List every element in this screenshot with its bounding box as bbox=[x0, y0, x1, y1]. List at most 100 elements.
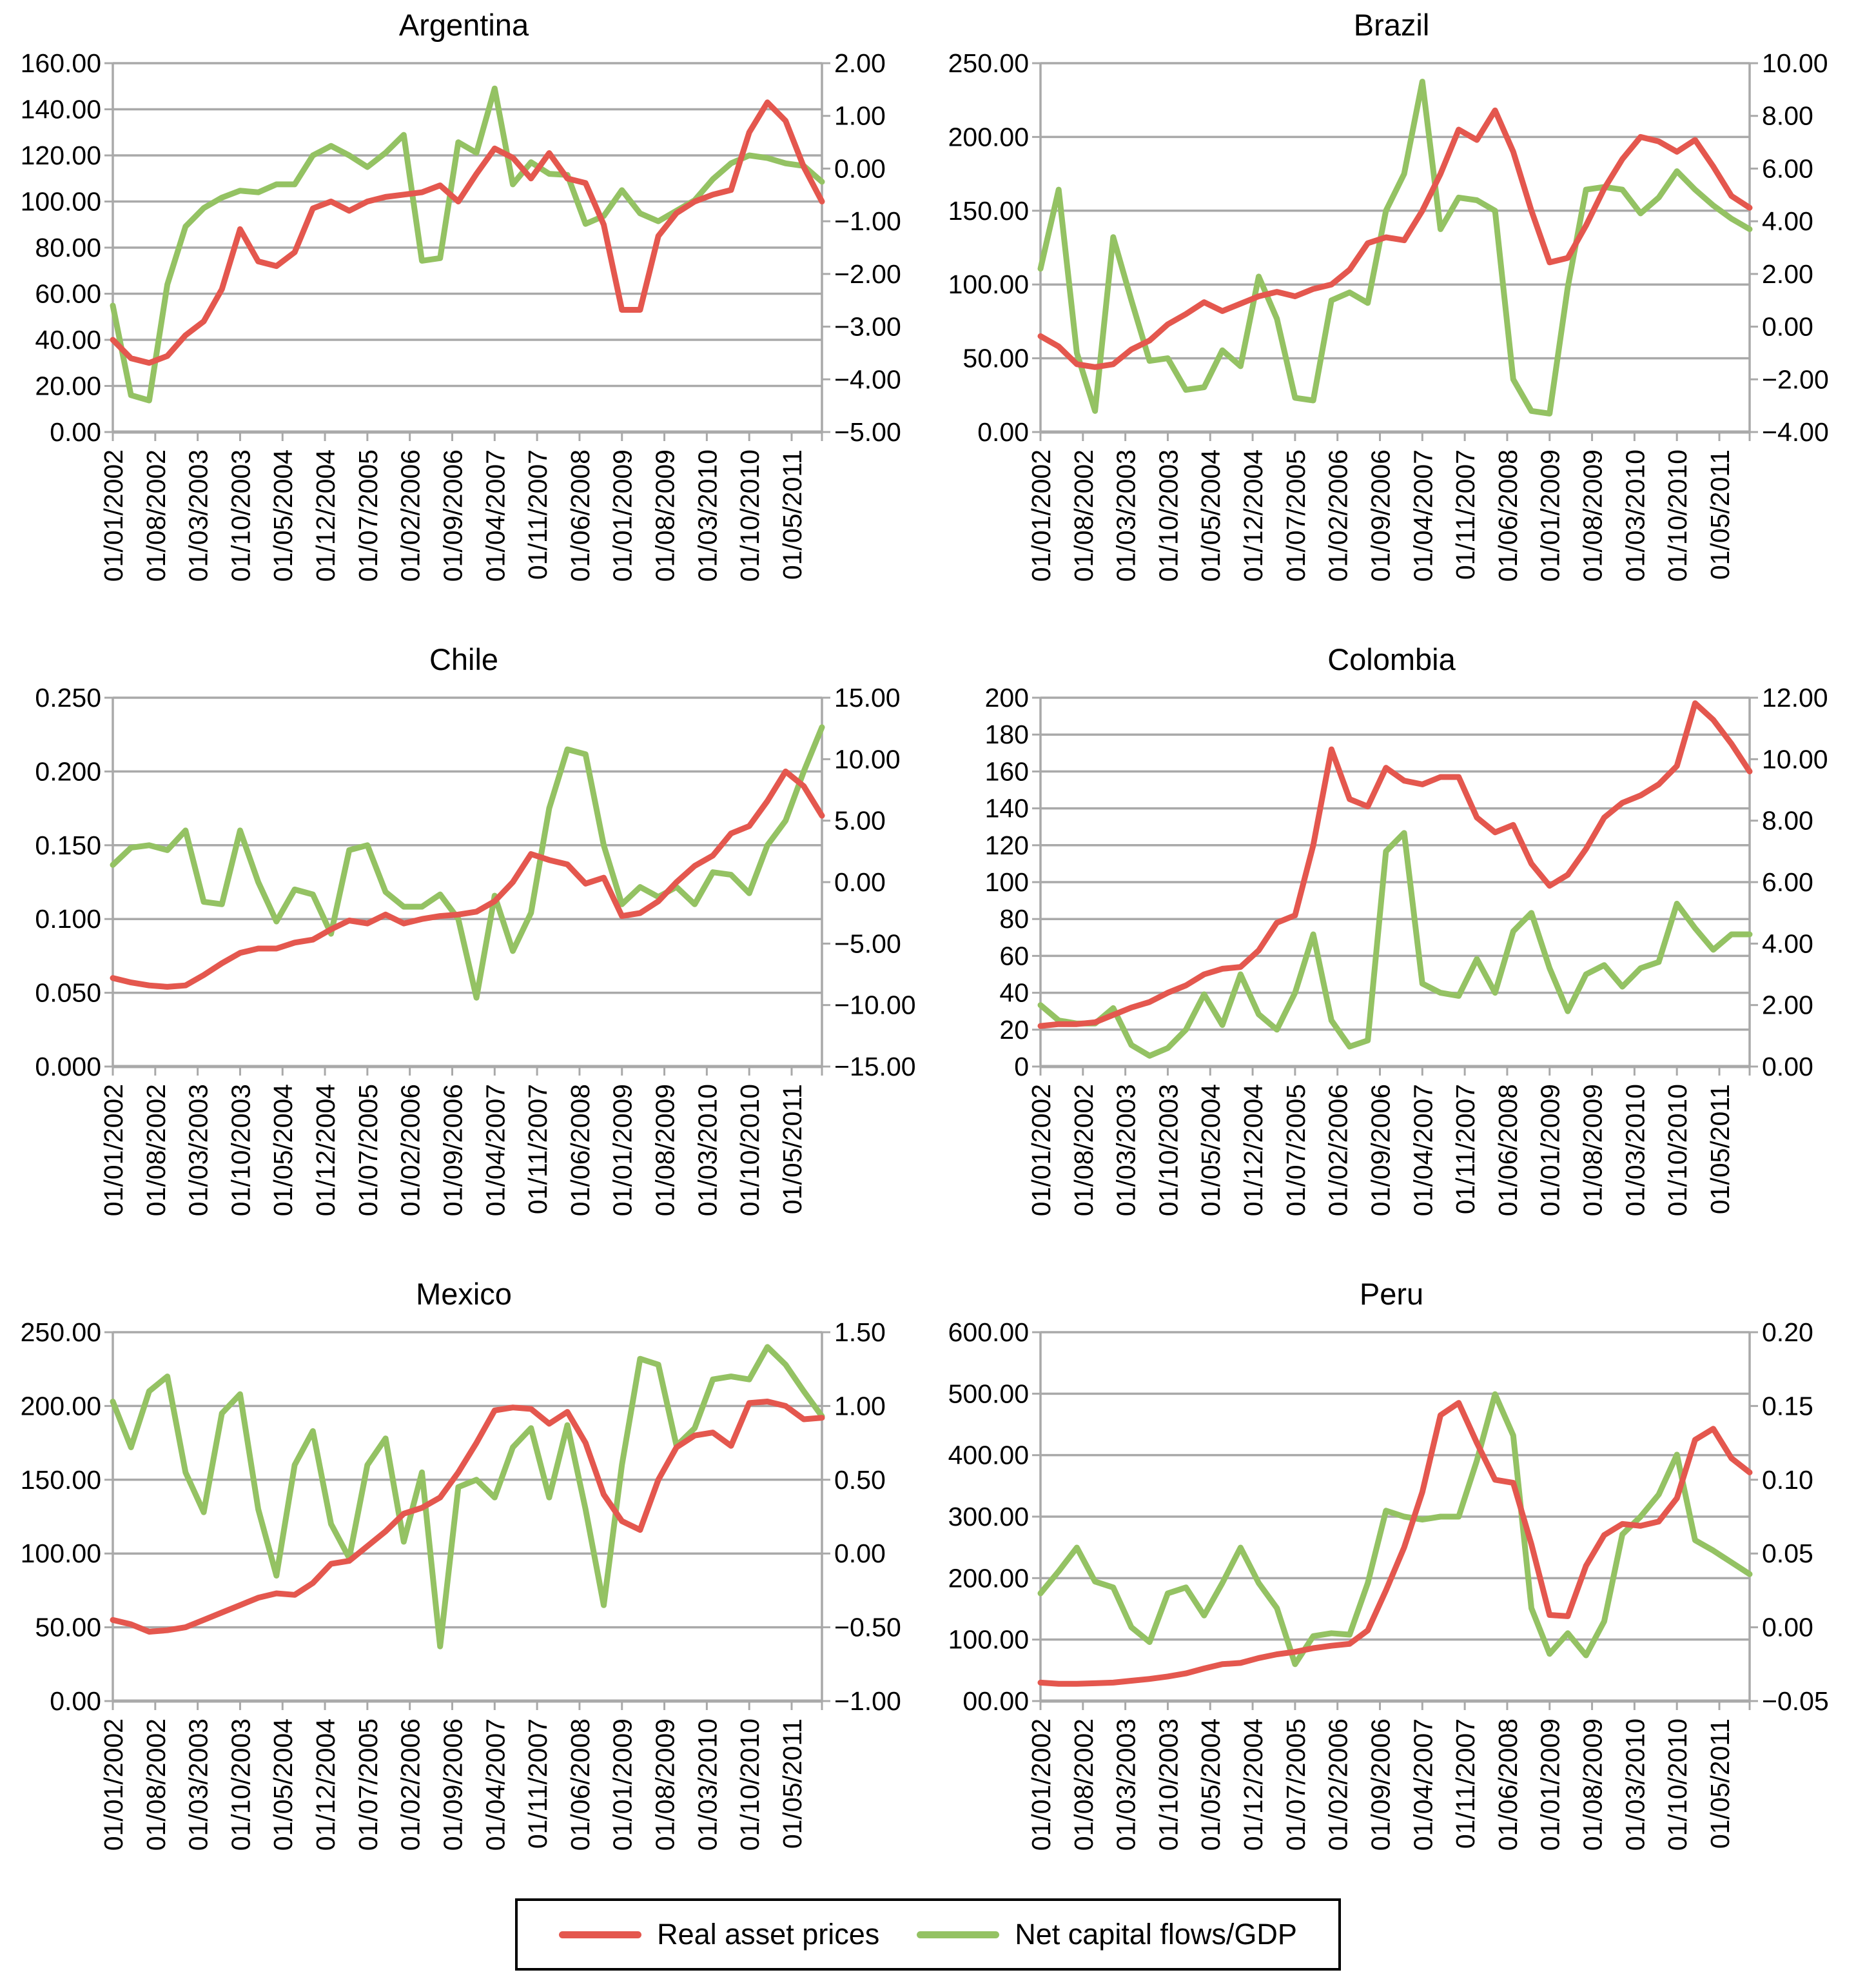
real-asset-prices-line bbox=[110, 768, 825, 990]
x-axis-tick-label: 01/09/2006 bbox=[1365, 449, 1395, 582]
right-axis-tick-label: 0.20 bbox=[1762, 1317, 1813, 1347]
chart-title-colombia: Colombia bbox=[1327, 642, 1456, 676]
net-capital-flows-gdp-line bbox=[1037, 79, 1752, 417]
x-axis-tick-label: 01/03/2010 bbox=[1620, 1718, 1650, 1851]
real-asset-prices-line bbox=[110, 99, 825, 366]
left-axis-tick-label: 100.00 bbox=[948, 1625, 1028, 1655]
chart-canvas-chile: 0.250 0.200 0.150 0.100 0.050 0.000 15.00 10.00… bbox=[35, 683, 915, 1216]
x-axis-tick-label: 01/12/2004 bbox=[311, 1084, 340, 1216]
legend-item-real-asset-prices: Real asset prices bbox=[559, 1918, 879, 1951]
chart-panel-brazil: Brazil 250.00 200.00 150.00 100.00 50.00 0.00… bbox=[928, 5, 1855, 613]
left-axis-tick-label: 600.00 bbox=[948, 1317, 1028, 1347]
chart-title-chile: Chile bbox=[429, 642, 499, 676]
x-axis-tick-label: 01/12/2004 bbox=[1238, 449, 1268, 582]
x-axis-tick-label: 01/03/2003 bbox=[1111, 1718, 1140, 1851]
left-axis-tick-label: 20.00 bbox=[35, 371, 101, 401]
x-axis-tick-label: 01/07/2005 bbox=[353, 449, 382, 582]
x-axis-tick-label: 01/11/2007 bbox=[523, 1084, 552, 1214]
left-axis-tick-label: 400.00 bbox=[948, 1441, 1028, 1470]
x-axis-tick-label: 01/09/2006 bbox=[1365, 1084, 1395, 1216]
x-axis-tick-label: 01/03/2010 bbox=[1620, 449, 1650, 582]
x-axis-tick-label: 01/02/2006 bbox=[395, 1084, 425, 1216]
right-axis-tick-label: 2.00 bbox=[1762, 259, 1813, 289]
x-axis-tick-label: 01/05/2004 bbox=[1196, 449, 1226, 582]
left-axis-tick-label: 80.00 bbox=[35, 233, 101, 262]
x-axis-tick-label: 01/05/2011 bbox=[1705, 449, 1734, 580]
net-capital-flows-gdp-line bbox=[110, 85, 825, 404]
green-line-sample-icon bbox=[917, 1931, 1000, 1938]
left-axis-tick-label: 60.00 bbox=[35, 279, 101, 309]
chart-title-brazil: Brazil bbox=[1353, 8, 1430, 42]
x-axis-tick-label: 01/03/2003 bbox=[1111, 1084, 1140, 1216]
right-axis-tick-label: −3.00 bbox=[834, 312, 901, 342]
right-axis-tick-label: 10.00 bbox=[1762, 48, 1828, 78]
x-axis-tick-label: 01/09/2006 bbox=[438, 1084, 467, 1216]
right-axis-tick-label: 10.00 bbox=[834, 744, 901, 774]
x-axis-tick-label: 01/03/2010 bbox=[692, 1718, 722, 1851]
x-axis-tick-label: 01/02/2006 bbox=[395, 449, 425, 582]
net-capital-flows-gdp-line bbox=[110, 1344, 825, 1649]
right-axis-tick-label: 4.00 bbox=[1762, 929, 1813, 958]
x-axis-tick-label: 01/10/2010 bbox=[1663, 1718, 1692, 1851]
right-axis-tick-label: −0.05 bbox=[1762, 1686, 1829, 1716]
x-axis-tick-label: 01/01/2002 bbox=[99, 1718, 128, 1851]
chart-panel-mexico: Mexico 250.00 200.00 150.00 100.00 50.00 0.00… bbox=[0, 1274, 928, 1882]
right-axis-tick-label: −5.00 bbox=[834, 929, 901, 958]
left-axis-tick-label: 100.00 bbox=[20, 1539, 101, 1568]
left-axis-tick-label: 0.00 bbox=[50, 1686, 101, 1716]
right-axis-tick-label: 6.00 bbox=[1762, 867, 1813, 897]
chart-canvas-brazil: 250.00 200.00 150.00 100.00 50.00 0.00 10.00 8.… bbox=[948, 48, 1828, 582]
x-axis-tick-label: 01/07/2005 bbox=[353, 1718, 382, 1851]
right-axis-tick-label: 0.00 bbox=[834, 153, 886, 183]
x-axis-tick-label: 01/01/2009 bbox=[607, 449, 637, 582]
chart-panel-colombia: Colombia 200 180 160 140 120 100 80 60 40 20 0 12.0… bbox=[928, 640, 1855, 1247]
x-axis-tick-label: 01/04/2007 bbox=[480, 449, 510, 582]
x-axis-tick-label: 01/04/2007 bbox=[480, 1084, 510, 1216]
right-axis-tick-label: 12.00 bbox=[1762, 683, 1828, 713]
left-axis-tick-label: 200.00 bbox=[20, 1391, 101, 1421]
x-axis-tick-label: 01/10/2003 bbox=[226, 1084, 255, 1216]
right-axis-tick-label: −1.00 bbox=[834, 1686, 901, 1716]
x-axis-tick-label: 01/06/2008 bbox=[565, 449, 594, 582]
x-axis-tick-label: 01/05/2004 bbox=[268, 1718, 298, 1851]
left-axis-tick-label: 200.00 bbox=[948, 1563, 1028, 1593]
left-axis-tick-label: 250.00 bbox=[20, 1317, 101, 1347]
x-axis-tick-label: 01/03/2003 bbox=[183, 1718, 213, 1851]
right-axis-tick-label: 1.00 bbox=[834, 1391, 886, 1421]
left-axis-tick-label: 00.00 bbox=[962, 1686, 1029, 1716]
left-axis-tick-label: 160.00 bbox=[20, 48, 101, 78]
left-axis-tick-label: 50.00 bbox=[962, 344, 1029, 373]
x-axis-tick-label: 01/10/2010 bbox=[735, 449, 765, 582]
x-axis-tick-label: 01/06/2008 bbox=[1492, 1718, 1522, 1851]
x-axis-tick-label: 01/08/2009 bbox=[650, 1718, 679, 1851]
x-axis-tick-label: 01/07/2005 bbox=[1280, 1718, 1310, 1851]
x-axis-tick-label: 01/12/2004 bbox=[1238, 1718, 1268, 1851]
real-asset-prices-line bbox=[1037, 700, 1752, 1029]
x-axis-tick-label: 01/08/2009 bbox=[1578, 1718, 1607, 1851]
chart-canvas-colombia: 20018016014012010080604020012.0010.008.0… bbox=[984, 683, 1828, 1216]
legend-label-real-asset-prices: Real asset prices bbox=[657, 1918, 880, 1951]
x-axis-tick-label: 01/04/2007 bbox=[1408, 1718, 1438, 1851]
left-axis-tick-label: 0.100 bbox=[35, 904, 101, 934]
x-axis-tick-label: 01/10/2010 bbox=[1663, 449, 1692, 582]
x-axis-tick-label: 01/10/2003 bbox=[1153, 1084, 1183, 1216]
x-axis-tick-label: 01/06/2008 bbox=[565, 1084, 594, 1216]
right-axis-tick-label: 6.00 bbox=[1762, 153, 1813, 183]
x-axis-tick-label: 01/07/2005 bbox=[1280, 449, 1310, 582]
left-axis-tick-label: 40 bbox=[999, 978, 1029, 1008]
net-capital-flows-gdp-line bbox=[110, 724, 825, 1001]
right-axis-tick-label: 0.00 bbox=[834, 1539, 886, 1568]
left-axis-tick-label: 80 bbox=[999, 904, 1029, 934]
x-axis-tick-label: 01/10/2010 bbox=[1663, 1084, 1692, 1216]
x-axis-tick-label: 01/05/2011 bbox=[777, 449, 806, 580]
x-axis-tick-label: 01/01/2002 bbox=[99, 449, 128, 582]
left-axis-tick-label: 0.250 bbox=[35, 683, 101, 713]
x-axis-tick-label: 01/03/2010 bbox=[1620, 1084, 1650, 1216]
x-axis-tick-label: 01/07/2005 bbox=[353, 1084, 382, 1216]
x-axis-tick-label: 01/03/2003 bbox=[183, 1084, 213, 1216]
x-axis-tick-label: 01/08/2009 bbox=[1578, 1084, 1607, 1216]
x-axis-tick-label: 01/04/2007 bbox=[480, 1718, 510, 1851]
right-axis-tick-label: 0.00 bbox=[1762, 1613, 1813, 1642]
right-axis-tick-label: −2.00 bbox=[834, 259, 901, 289]
left-axis-tick-label: 500.00 bbox=[948, 1379, 1028, 1408]
